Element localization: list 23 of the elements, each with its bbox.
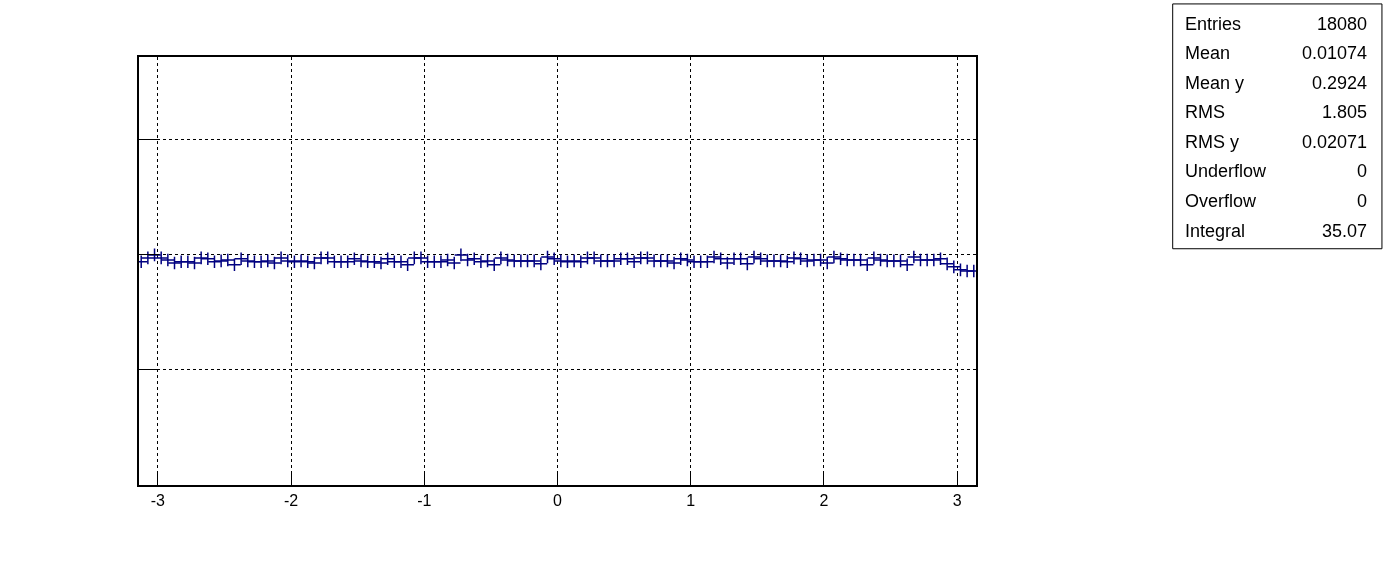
text: 18080 xyxy=(1317,14,1368,34)
x-tick-label: -1 xyxy=(417,492,432,510)
x-tick-label: -2 xyxy=(283,492,299,510)
text: 0.01074 xyxy=(1302,43,1368,63)
x-tick-label: 1 xyxy=(686,492,696,510)
text: 0 xyxy=(1357,161,1368,181)
text: 35.07 xyxy=(1322,221,1368,241)
x-tick-label: -3 xyxy=(150,492,166,510)
x-tick-label: 2 xyxy=(819,492,829,510)
text: Integral xyxy=(1185,221,1246,241)
text: RMS xyxy=(1185,102,1225,122)
x-tick-label: 0 xyxy=(553,492,563,510)
text: Mean xyxy=(1185,43,1231,63)
text: Entries xyxy=(1185,14,1242,34)
text: 0 xyxy=(1357,191,1368,211)
text: Mean y xyxy=(1185,73,1245,93)
text: 0.02071 xyxy=(1302,132,1368,152)
x-tick-label: 3 xyxy=(952,492,962,510)
text: RMS y xyxy=(1185,132,1239,152)
text: Underflow xyxy=(1185,161,1268,181)
text: Overflow xyxy=(1185,191,1258,211)
text: 0.2924 xyxy=(1312,73,1368,93)
text: 1.805 xyxy=(1322,102,1368,122)
